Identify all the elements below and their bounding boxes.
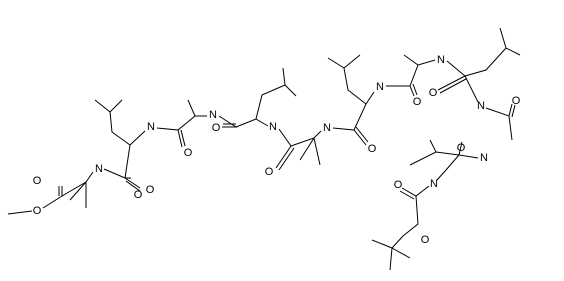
atom-label: O bbox=[394, 179, 403, 191]
atom-label: N bbox=[323, 122, 331, 134]
atom-label: O bbox=[146, 184, 155, 196]
atom-labels: O O N O N O N O N O N O N O N O N O O N … bbox=[33, 54, 521, 246]
atom-label: O bbox=[429, 87, 438, 99]
bonds bbox=[7, 27, 521, 271]
atom-label: N bbox=[376, 81, 384, 93]
atom-label: N bbox=[437, 54, 445, 66]
atom-label: N bbox=[480, 152, 488, 164]
atom-label: O bbox=[33, 205, 42, 217]
atom-label: N bbox=[95, 163, 103, 175]
atom-label: O bbox=[457, 142, 466, 154]
atom-label: O bbox=[421, 234, 430, 246]
atom-label: O bbox=[265, 166, 274, 178]
atom-label: O bbox=[212, 122, 221, 134]
atom-label: O bbox=[33, 175, 42, 187]
atom-label: N bbox=[477, 100, 485, 112]
atom-label: O bbox=[134, 189, 143, 201]
atom-label: N bbox=[430, 178, 438, 190]
atom-label: N bbox=[209, 109, 217, 121]
atom-label: O bbox=[184, 147, 193, 159]
atom-label: N bbox=[269, 121, 277, 133]
atom-label: O bbox=[368, 143, 377, 155]
atom-label: O bbox=[512, 95, 521, 107]
atom-label: N bbox=[147, 121, 155, 133]
atom-label: O bbox=[413, 96, 422, 108]
